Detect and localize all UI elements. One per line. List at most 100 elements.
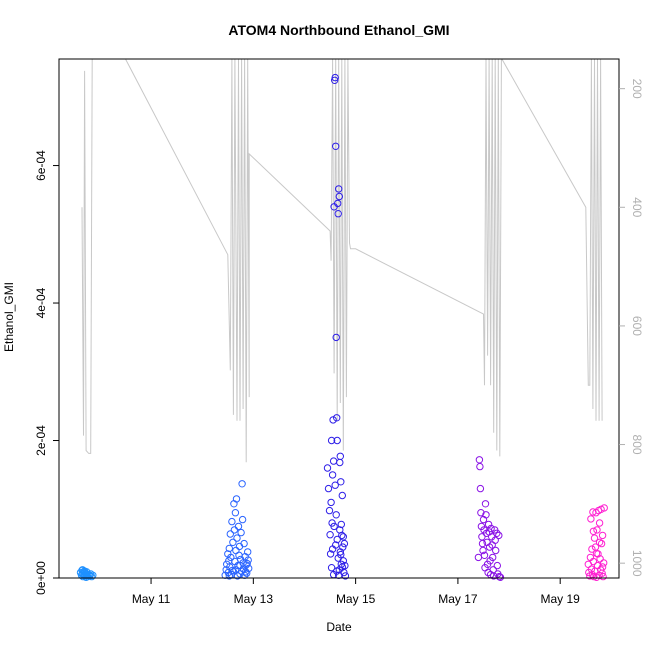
pressure-profile-line xyxy=(81,59,603,463)
data-point xyxy=(231,509,240,517)
data-point xyxy=(331,73,339,82)
data-point xyxy=(333,567,341,575)
y2-tick-label: 200 xyxy=(630,79,644,99)
data-point xyxy=(476,484,485,493)
data-point xyxy=(478,533,486,541)
data-point xyxy=(243,559,251,568)
data-point xyxy=(233,534,241,542)
data-point xyxy=(587,515,595,523)
data-point xyxy=(595,519,604,527)
data-point xyxy=(323,464,332,472)
y-tick-label: 6e-04 xyxy=(34,150,48,181)
data-point xyxy=(493,561,501,570)
data-point xyxy=(338,563,346,571)
series-3 xyxy=(323,73,350,580)
x-tick-label: May 17 xyxy=(438,592,478,606)
data-point xyxy=(238,515,247,524)
x-tick-label: May 11 xyxy=(132,592,171,606)
data-point xyxy=(589,508,597,516)
data-point xyxy=(336,458,344,467)
data-point xyxy=(326,550,335,558)
y2-tick-label: 1000 xyxy=(630,550,644,577)
chart-title: ATOM4 Northbound Ethanol_GMI xyxy=(228,22,449,38)
series-2 xyxy=(221,480,253,580)
data-point xyxy=(481,500,490,508)
data-point xyxy=(339,533,347,541)
data-point xyxy=(325,506,334,515)
data-point xyxy=(592,509,600,517)
data-point xyxy=(227,553,235,562)
data-point xyxy=(490,572,498,580)
data-point xyxy=(484,520,493,529)
x-tick-label: May 13 xyxy=(234,592,274,606)
data-point xyxy=(82,568,91,576)
data-point xyxy=(225,544,234,553)
y-tick-label: 2e-04 xyxy=(34,425,48,456)
data-point xyxy=(331,481,339,489)
y-axis-label: Ethanol_GMI xyxy=(2,282,16,352)
data-point xyxy=(491,536,499,544)
data-point xyxy=(240,539,248,548)
series-5 xyxy=(584,504,608,581)
data-point xyxy=(492,546,500,555)
data-point xyxy=(327,498,335,507)
y2-tick-label: 800 xyxy=(630,435,644,455)
data-point xyxy=(590,534,599,542)
x-axis-label: Date xyxy=(326,620,352,634)
data-point xyxy=(230,500,238,508)
data-point xyxy=(330,522,338,531)
data-point xyxy=(496,573,505,581)
data-point xyxy=(335,192,343,201)
data-point xyxy=(595,538,604,546)
data-point xyxy=(479,546,487,555)
y2-tick-label: 600 xyxy=(630,316,644,336)
data-point xyxy=(489,553,497,562)
data-point xyxy=(230,526,239,534)
data-point xyxy=(226,530,235,538)
data-point xyxy=(235,551,243,559)
data-point xyxy=(329,416,337,424)
data-point xyxy=(340,539,349,548)
data-point xyxy=(228,517,236,526)
data-point xyxy=(324,484,333,493)
y2-tick-label: 400 xyxy=(630,197,644,217)
data-point xyxy=(229,568,238,576)
data-point xyxy=(332,333,340,342)
y-tick-label: 4e-04 xyxy=(34,287,48,318)
data-point xyxy=(587,565,596,573)
data-point xyxy=(338,491,346,500)
data-point xyxy=(332,142,340,151)
data-point xyxy=(232,566,240,574)
data-point xyxy=(327,564,336,572)
data-point xyxy=(598,531,607,540)
data-point xyxy=(331,76,339,85)
data-point xyxy=(333,414,341,422)
data-point xyxy=(237,528,245,537)
data-point xyxy=(332,511,340,519)
data-point xyxy=(337,478,345,486)
series-4 xyxy=(474,456,505,581)
data-point xyxy=(329,457,338,465)
data-point xyxy=(598,563,607,571)
data-point xyxy=(474,553,483,562)
data-point xyxy=(599,572,607,581)
y-tick-label: 0e+00 xyxy=(34,561,48,595)
data-point xyxy=(477,509,485,517)
data-point xyxy=(337,550,345,559)
data-point xyxy=(588,545,596,553)
data-point xyxy=(334,210,342,218)
data-point xyxy=(234,522,243,531)
x-tick-label: May 19 xyxy=(541,592,581,606)
data-point xyxy=(480,551,489,559)
data-point xyxy=(589,527,598,535)
data-point xyxy=(336,548,344,556)
series-1 xyxy=(76,566,97,581)
data-point xyxy=(327,436,336,445)
data-point xyxy=(238,480,246,488)
data-point xyxy=(478,539,487,548)
data-point xyxy=(333,436,341,445)
data-point xyxy=(236,561,244,570)
data-point xyxy=(334,199,342,208)
data-point xyxy=(493,529,501,537)
